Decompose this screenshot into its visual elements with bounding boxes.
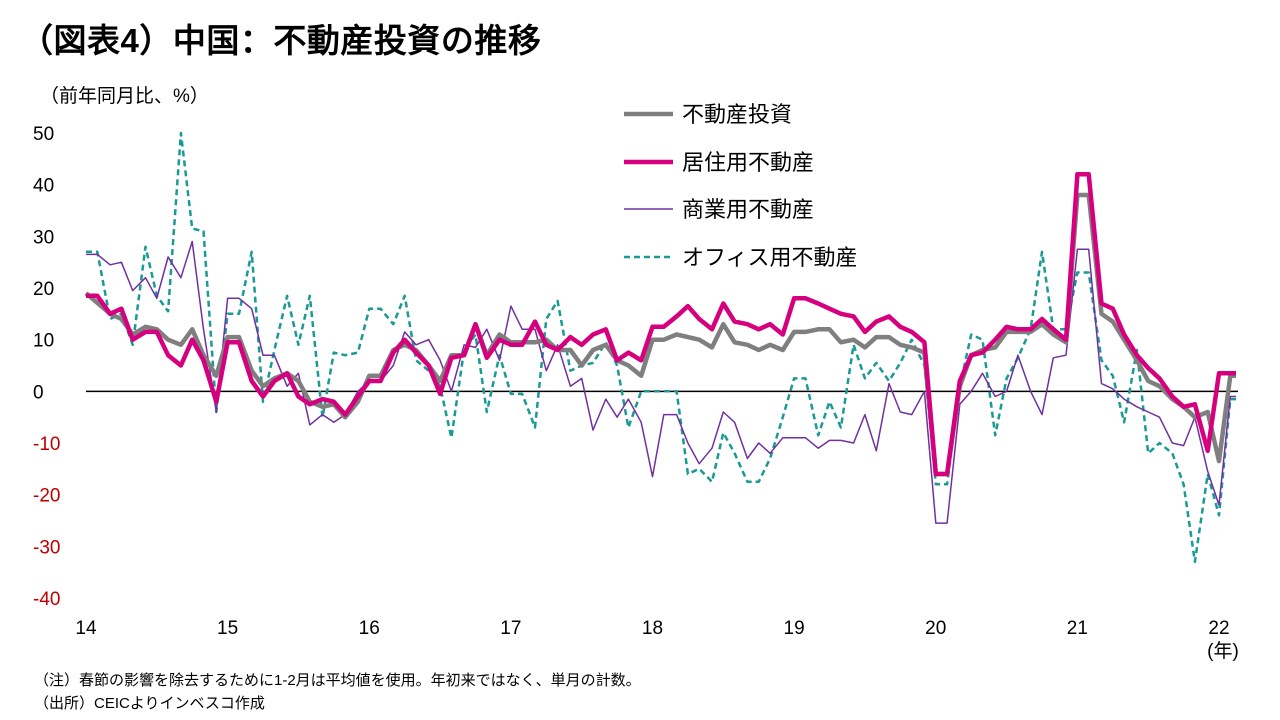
y-tick-label: 20 — [33, 279, 54, 300]
y-tick-label: -40 — [33, 589, 60, 610]
x-tick-label: 18 — [642, 618, 663, 639]
legend-label-0: 不動産投資 — [682, 102, 792, 127]
y-tick-label: 50 — [33, 124, 54, 145]
x-axis-unit: (年) — [1207, 640, 1239, 662]
x-tick-label: 17 — [500, 618, 521, 639]
y-tick-label: -30 — [33, 537, 60, 558]
series-line-1 — [86, 172, 1236, 477]
legend-label-1: 居住用不動産 — [682, 150, 814, 175]
y-tick-label: 30 — [33, 227, 54, 248]
x-tick-label: 15 — [217, 618, 238, 639]
x-tick-label: 14 — [75, 618, 97, 639]
legend-label-3: オフィス用不動産 — [682, 245, 858, 270]
footnote-source: （出所）CEICよりインベスコ作成 — [34, 695, 265, 712]
y-tick-label: 40 — [33, 176, 54, 197]
x-tick-label: 21 — [1067, 618, 1088, 639]
footnote-note: （注）春節の影響を除去するために1-2月は平均値を使用。年初来ではなく、単月の計… — [34, 672, 641, 689]
y-tick-label: 10 — [33, 331, 54, 352]
y-tick-label: 0 — [33, 382, 44, 403]
series-line-2 — [86, 240, 1236, 524]
axes-layer: （前年同月比、%） 50 40 30 20 10 0 -10 -20 -30 -40 14 15 16 17… — [33, 85, 1239, 662]
y-axis-label: （前年同月比、%） — [40, 85, 209, 107]
series-layer — [84, 131, 1236, 564]
y-tick-label: -10 — [33, 434, 60, 455]
page-title: （図表4）中国：不動産投資の推移 — [20, 22, 542, 59]
legend-label-2: 商業用不動産 — [682, 197, 814, 222]
x-tick-label: 16 — [359, 618, 380, 639]
series-line-3 — [86, 131, 1236, 564]
x-tick-label: 22 — [1208, 618, 1229, 639]
y-tick-label: -20 — [33, 486, 60, 507]
x-tick-label: 20 — [925, 618, 946, 639]
x-tick-label: 19 — [784, 618, 805, 639]
